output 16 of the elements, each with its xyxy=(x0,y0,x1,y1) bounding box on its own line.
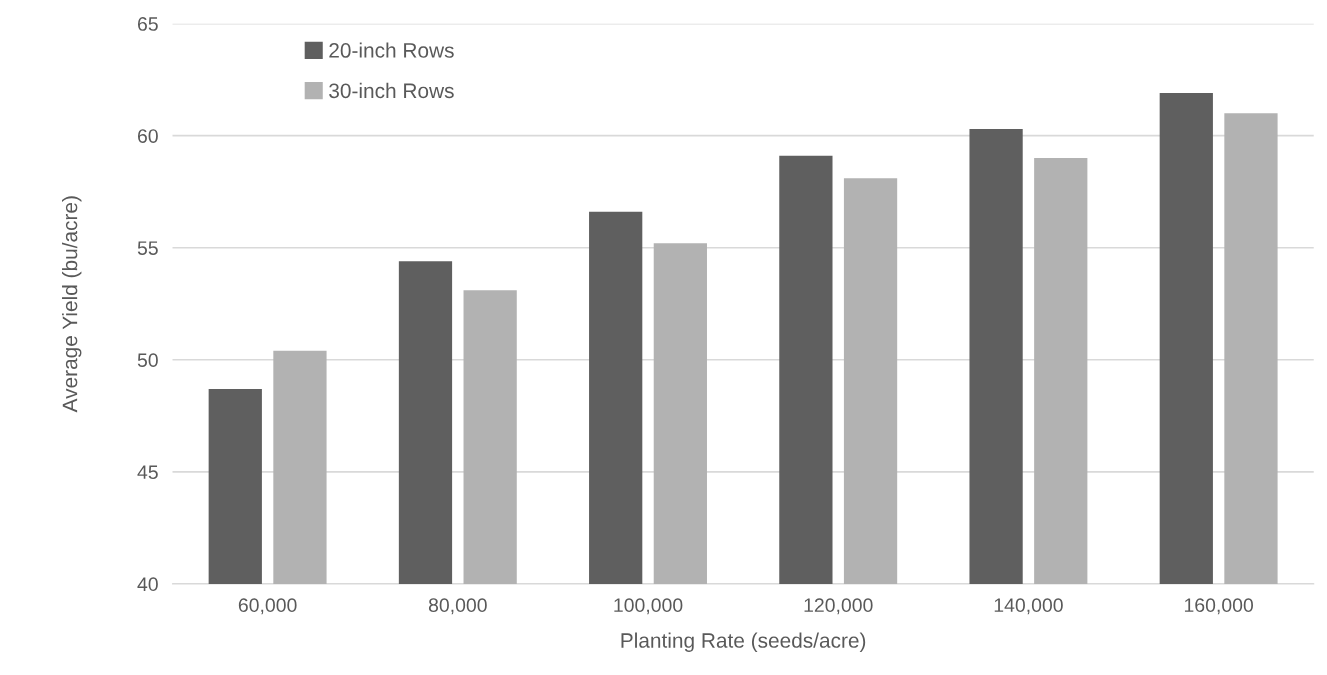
y-tick-label: 55 xyxy=(137,241,158,255)
x-axis-title: Planting Rate (seeds/acre) xyxy=(621,632,866,652)
x-tick-label: 60,000 xyxy=(238,598,297,615)
x-tick-label: 100,000 xyxy=(614,598,683,615)
x-tick-label: 140,000 xyxy=(994,598,1063,615)
y-tick-label: 40 xyxy=(137,577,158,592)
y-axis-title: Average Yield (bu/acre) xyxy=(62,196,82,413)
x-tick-label: 80,000 xyxy=(428,598,487,615)
y-tick-label: 60 xyxy=(137,129,158,143)
y-tick-label: 45 xyxy=(137,465,158,480)
legend-label: 30-inch Rows xyxy=(329,82,454,99)
legend-label: 20-inch Rows xyxy=(329,42,454,58)
y-tick-label: 65 xyxy=(137,17,158,31)
x-tick-label: 160,000 xyxy=(1184,598,1254,615)
x-tick-label: 120,000 xyxy=(804,598,873,615)
y-tick-label: 50 xyxy=(137,353,158,368)
